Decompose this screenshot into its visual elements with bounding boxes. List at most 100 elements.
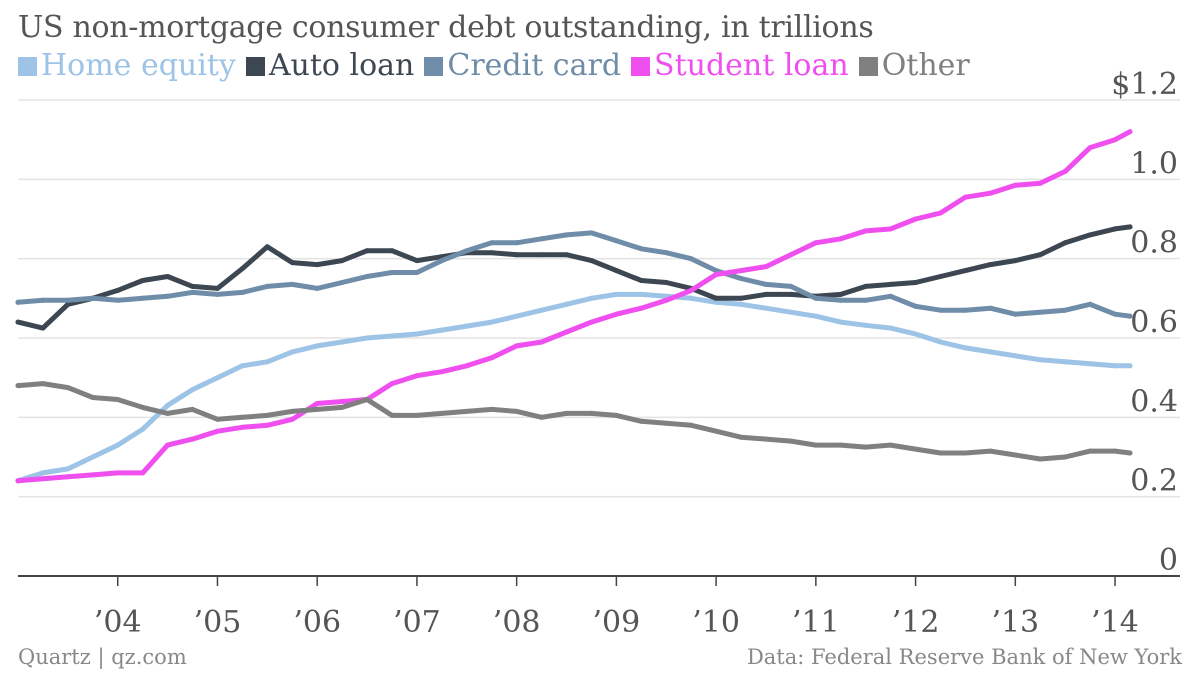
- data-point-other: [987, 448, 993, 454]
- data-point-home-equity: [1037, 357, 1043, 363]
- y-tick-label: 1.0: [1130, 146, 1178, 181]
- x-tick-label: ’10: [692, 605, 740, 640]
- data-point-home-equity: [1087, 361, 1093, 367]
- data-point-credit-card: [464, 248, 470, 254]
- data-point-other: [464, 408, 470, 414]
- data-point-auto-loan: [713, 295, 719, 301]
- data-point-other: [564, 410, 569, 416]
- data-point-credit-card: [738, 276, 744, 281]
- data-point-other: [165, 410, 171, 416]
- data-point-home-equity: [40, 470, 46, 476]
- data-point-student-loan: [165, 442, 171, 448]
- data-point-student-loan: [339, 399, 345, 404]
- data-point-student-loan: [464, 363, 470, 369]
- data-point-other: [863, 444, 869, 450]
- series-other: [15, 381, 1133, 462]
- data-point-auto-loan: [215, 285, 220, 291]
- data-point-credit-card: [90, 295, 96, 301]
- series-auto-loan: [15, 224, 1133, 331]
- data-point-auto-loan: [788, 291, 794, 297]
- data-point-home-equity: [389, 333, 395, 339]
- data-point-auto-loan: [314, 262, 320, 268]
- y-tick-label: 0.6: [1130, 305, 1178, 340]
- data-point-other: [514, 408, 520, 414]
- data-point-credit-card: [140, 295, 146, 301]
- x-tick-label: ’11: [792, 605, 840, 640]
- data-point-home-equity: [364, 335, 370, 341]
- data-point-home-equity: [564, 301, 569, 307]
- data-point-auto-loan: [1062, 240, 1068, 246]
- data-point-student-loan: [564, 329, 569, 335]
- data-point-home-equity: [913, 331, 919, 337]
- data-point-credit-card: [1062, 307, 1068, 313]
- data-point-student-loan: [788, 252, 794, 258]
- data-point-auto-loan: [539, 252, 545, 258]
- data-point-auto-loan: [663, 280, 669, 285]
- data-point-home-equity: [838, 319, 844, 325]
- data-point-credit-card: [589, 230, 594, 236]
- data-point-auto-loan: [239, 266, 245, 272]
- data-point-other: [90, 395, 96, 400]
- data-point-student-loan: [688, 287, 694, 293]
- data-point-student-loan: [638, 305, 644, 311]
- data-point-auto-loan: [888, 281, 894, 287]
- data-point-student-loan: [40, 476, 46, 482]
- data-point-other: [788, 438, 794, 444]
- data-point-credit-card: [165, 293, 171, 299]
- data-point-other: [1127, 450, 1133, 456]
- data-point-home-equity: [1012, 353, 1018, 359]
- data-point-credit-card: [439, 258, 445, 264]
- data-point-student-loan: [888, 226, 894, 232]
- data-point-credit-card: [838, 297, 844, 303]
- data-point-credit-card: [414, 270, 420, 275]
- data-point-other: [414, 412, 420, 418]
- data-point-credit-card: [339, 280, 345, 285]
- legend-item-other: Other: [858, 48, 970, 83]
- data-point-student-loan: [663, 297, 669, 303]
- data-point-auto-loan: [938, 274, 943, 279]
- legend-swatch-student-loan: [631, 57, 651, 76]
- legend-item-credit-card: Credit card: [424, 48, 621, 83]
- data-point-home-equity: [115, 442, 121, 448]
- data-point-home-equity: [514, 313, 520, 319]
- data-point-auto-loan: [65, 301, 71, 307]
- footer-credit: Quartz | qz.com: [18, 645, 187, 669]
- legend-item-home-equity: Home equity: [18, 48, 236, 83]
- data-point-credit-card: [15, 299, 21, 305]
- x-tick-label: ’13: [991, 605, 1039, 640]
- data-point-other: [215, 416, 220, 422]
- data-point-auto-loan: [364, 248, 370, 254]
- footer-source: Data: Federal Reserve Bank of New York: [746, 645, 1182, 669]
- data-point-student-loan: [589, 319, 594, 325]
- data-point-credit-card: [613, 238, 619, 244]
- x-tick-label: ’04: [94, 605, 142, 640]
- data-point-student-loan: [314, 401, 320, 406]
- data-point-student-loan: [90, 472, 96, 478]
- data-point-credit-card: [40, 297, 46, 303]
- data-point-home-equity: [1112, 363, 1118, 369]
- data-point-other: [389, 412, 395, 418]
- legend-swatch-auto-loan: [245, 57, 265, 76]
- data-point-credit-card: [564, 232, 569, 238]
- data-point-auto-loan: [564, 252, 569, 258]
- data-point-credit-card: [763, 281, 769, 287]
- series-line-credit-card: [15, 230, 1133, 319]
- data-point-other: [1037, 456, 1043, 462]
- data-point-home-equity: [938, 339, 943, 345]
- x-tick-label: ’05: [194, 605, 242, 640]
- data-point-student-loan: [264, 422, 270, 428]
- data-point-auto-loan: [613, 268, 619, 274]
- data-point-student-loan: [1062, 168, 1068, 174]
- data-point-student-loan: [863, 228, 869, 234]
- data-point-student-loan: [1037, 180, 1043, 186]
- data-point-auto-loan: [389, 248, 395, 254]
- data-point-home-equity: [489, 319, 495, 325]
- data-point-auto-loan: [863, 283, 869, 289]
- data-point-credit-card: [264, 283, 270, 289]
- data-point-credit-card: [239, 289, 245, 295]
- data-point-home-equity: [1062, 359, 1068, 365]
- series-line-auto-loan: [15, 224, 1133, 331]
- data-point-other: [1062, 454, 1068, 460]
- data-point-other: [763, 436, 769, 442]
- x-tick-label: ’07: [393, 605, 441, 640]
